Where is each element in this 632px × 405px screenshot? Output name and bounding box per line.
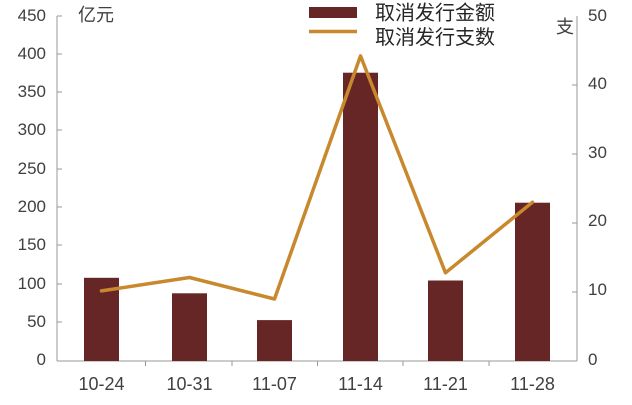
svg-text:50: 50 [588, 6, 607, 25]
svg-text:亿元: 亿元 [78, 5, 114, 25]
svg-text:100: 100 [18, 274, 46, 293]
svg-text:10-24: 10-24 [78, 374, 124, 394]
svg-text:取消发行支数: 取消发行支数 [375, 26, 495, 49]
svg-text:0: 0 [588, 350, 597, 369]
svg-text:50: 50 [27, 312, 46, 331]
svg-text:11-21: 11-21 [423, 374, 468, 394]
svg-text:150: 150 [18, 235, 46, 254]
svg-text:250: 250 [18, 159, 46, 178]
svg-text:20: 20 [588, 211, 607, 230]
svg-text:10: 10 [588, 280, 607, 299]
svg-text:30: 30 [588, 143, 607, 162]
svg-text:40: 40 [588, 74, 607, 93]
svg-text:10-31: 10-31 [166, 374, 212, 394]
svg-text:350: 350 [18, 82, 46, 101]
svg-text:11-14: 11-14 [338, 374, 383, 394]
svg-text:300: 300 [18, 120, 46, 139]
svg-text:支: 支 [556, 17, 574, 37]
svg-text:11-07: 11-07 [252, 374, 297, 394]
svg-text:11-28: 11-28 [510, 374, 555, 394]
svg-text:450: 450 [18, 6, 46, 25]
svg-text:0: 0 [37, 350, 46, 369]
svg-text:取消发行金额: 取消发行金额 [375, 2, 495, 25]
svg-text:400: 400 [18, 44, 46, 63]
svg-text:200: 200 [18, 197, 46, 216]
